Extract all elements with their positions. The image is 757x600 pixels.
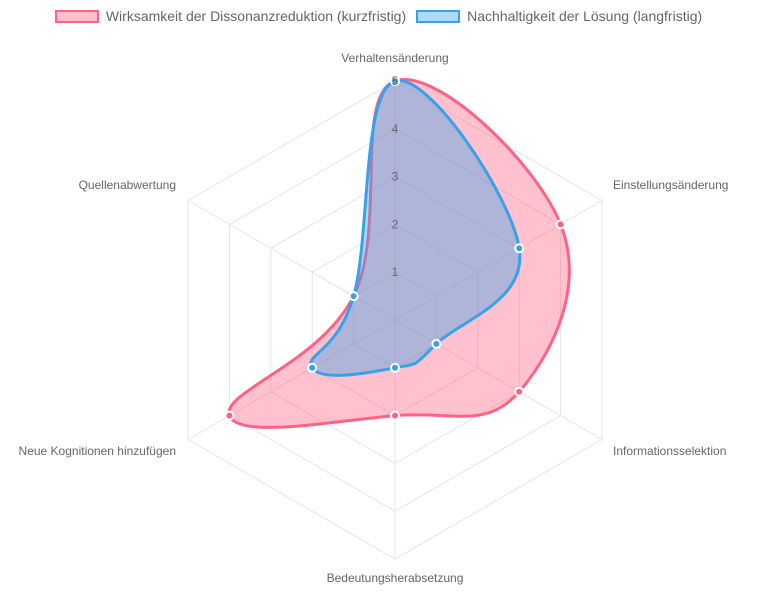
tick-label: 2: [392, 217, 399, 231]
tick-label: 3: [392, 170, 399, 184]
radar-tick-labels: 1 2 3 4 5: [392, 74, 399, 279]
data-point-long-term[interactable]: [514, 243, 525, 254]
axis-label: Einstellungsänderung: [613, 178, 728, 192]
tick-label: 1: [392, 265, 399, 279]
legend-label-short-term: Wirksamkeit der Dissonanzreduktion (kurz…: [105, 8, 407, 24]
data-point-long-term[interactable]: [390, 76, 400, 86]
data-point-long-term[interactable]: [390, 362, 400, 373]
data-point-short-term[interactable]: [514, 386, 525, 397]
data-point-short-term[interactable]: [224, 410, 235, 421]
axis-label: Verhaltensänderung: [341, 51, 448, 65]
data-point-short-term[interactable]: [555, 219, 566, 230]
legend-item-short-term[interactable]: Wirksamkeit der Dissonanzreduktion (kurz…: [54, 8, 407, 24]
legend-swatch-long-term: [416, 9, 461, 23]
axis-label: Informationsselektion: [613, 444, 726, 458]
legend-item-long-term[interactable]: Nachhaltigkeit der Lösung (langfristig): [416, 8, 702, 24]
data-point-long-term[interactable]: [307, 362, 318, 373]
grid-spoke: [394, 200, 603, 321]
axis-label: Bedeutungsherabsetzung: [327, 571, 464, 585]
legend-label-long-term: Nachhaltigkeit der Lösung (langfristig): [467, 8, 703, 24]
grid-spoke: [187, 319, 396, 440]
legend-swatch-short-term: [54, 9, 99, 23]
data-point-short-term[interactable]: [390, 410, 400, 421]
grid-spoke: [394, 319, 603, 440]
tick-label: 5: [392, 74, 399, 88]
axis-label: Neue Kognitionen hinzufügen: [19, 444, 176, 458]
chart-legend: Wirksamkeit der Dissonanzreduktion (kurz…: [0, 8, 757, 24]
data-point-long-term[interactable]: [348, 291, 359, 302]
data-point-long-term[interactable]: [431, 338, 442, 349]
grid-spoke: [187, 200, 396, 321]
radar-series: [224, 76, 571, 429]
axis-label: Quellenabwertung: [79, 178, 176, 192]
radar-axis-labels: Verhaltensänderung Einstellungsänderung In…: [19, 51, 729, 585]
tick-label: 4: [392, 122, 399, 136]
